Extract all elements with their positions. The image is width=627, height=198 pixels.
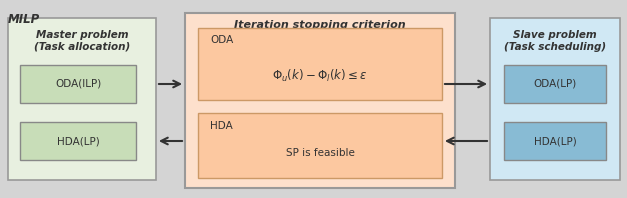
Text: SP is feasible: SP is feasible <box>285 148 354 158</box>
Text: HDA: HDA <box>210 121 233 131</box>
Text: Slave problem
(Task scheduling): Slave problem (Task scheduling) <box>504 30 606 52</box>
Bar <box>20 122 136 160</box>
Text: ODA(ILP): ODA(ILP) <box>55 79 101 89</box>
Bar <box>504 122 606 160</box>
Bar <box>20 65 136 103</box>
Bar <box>504 65 606 103</box>
Text: HDA(LP): HDA(LP) <box>534 136 576 146</box>
Text: Master problem
(Task allocation): Master problem (Task allocation) <box>34 30 130 52</box>
Text: Iteration stopping criterion: Iteration stopping criterion <box>234 20 406 30</box>
Bar <box>198 113 442 178</box>
Bar <box>198 28 442 100</box>
Bar <box>490 18 620 180</box>
Bar <box>8 18 156 180</box>
Text: $\Phi_u(k)-\Phi_l(k)\leq\varepsilon$: $\Phi_u(k)-\Phi_l(k)\leq\varepsilon$ <box>272 68 368 84</box>
Text: HDA(LP): HDA(LP) <box>56 136 99 146</box>
Text: MILP: MILP <box>8 13 40 26</box>
Text: ODA: ODA <box>210 35 233 45</box>
Bar <box>185 13 455 188</box>
Text: ODA(LP): ODA(LP) <box>534 79 577 89</box>
